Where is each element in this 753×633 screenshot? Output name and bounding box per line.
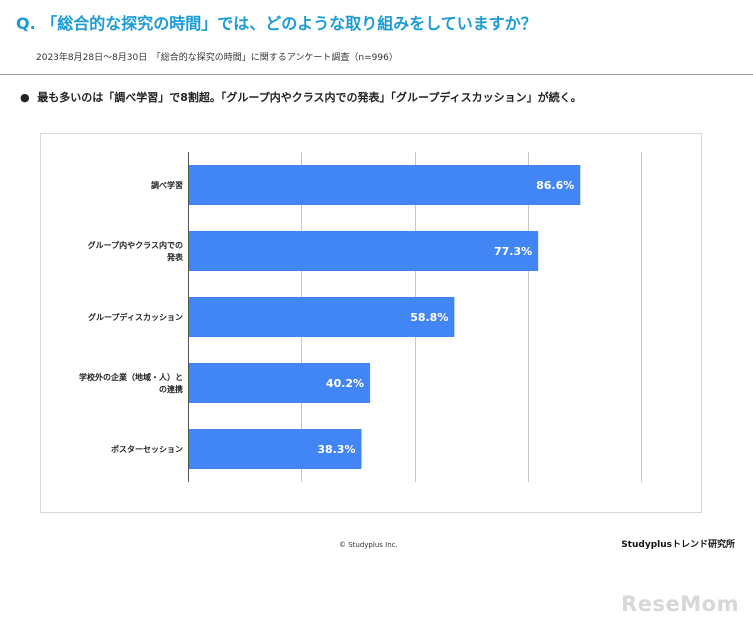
data-label: 58.8% [410, 311, 448, 324]
brand-name: Studyplusトレンド研究所 [621, 540, 735, 550]
data-label: 86.6% [536, 179, 574, 192]
data-label: 38.3% [317, 443, 355, 456]
bullet-icon: ● [20, 91, 30, 104]
category-label: 発表 [166, 252, 184, 262]
question-title: Q. 「総合的な探究の時間」では、どのような取り組みをしていますか？ [16, 14, 537, 33]
category-label: ポスターセッション [111, 444, 183, 454]
category-label: 調べ学習 [151, 180, 183, 190]
category-label: 学校外の企業（地域・人）と [79, 372, 183, 382]
summary-text: 最も多いのは「調べ学習」で8割超。「グループ内やクラス内での発表」「グループディ… [37, 91, 582, 104]
chart-frame [40, 133, 702, 513]
bar [189, 363, 371, 403]
bar [189, 231, 539, 271]
data-label: 77.3% [494, 245, 532, 258]
divider [0, 74, 753, 75]
resemom-logo: ReseMom [621, 592, 739, 616]
copyright: © Studyplus Inc. [339, 541, 398, 549]
bar [189, 297, 455, 337]
category-label: の連携 [159, 384, 183, 394]
category-label: グループディスカッション [88, 312, 183, 322]
survey-note: 2023年8月28日～8月30日 「総合的な探究の時間」に関するアンケート調査（… [36, 53, 398, 63]
bar [189, 429, 362, 469]
category-label: グループ内やクラス内での [88, 240, 183, 250]
bar [189, 165, 581, 205]
data-label: 40.2% [326, 377, 364, 390]
summary-line: ● 最も多いのは「調べ学習」で8割超。「グループ内やクラス内での発表」「グループ… [20, 89, 582, 105]
